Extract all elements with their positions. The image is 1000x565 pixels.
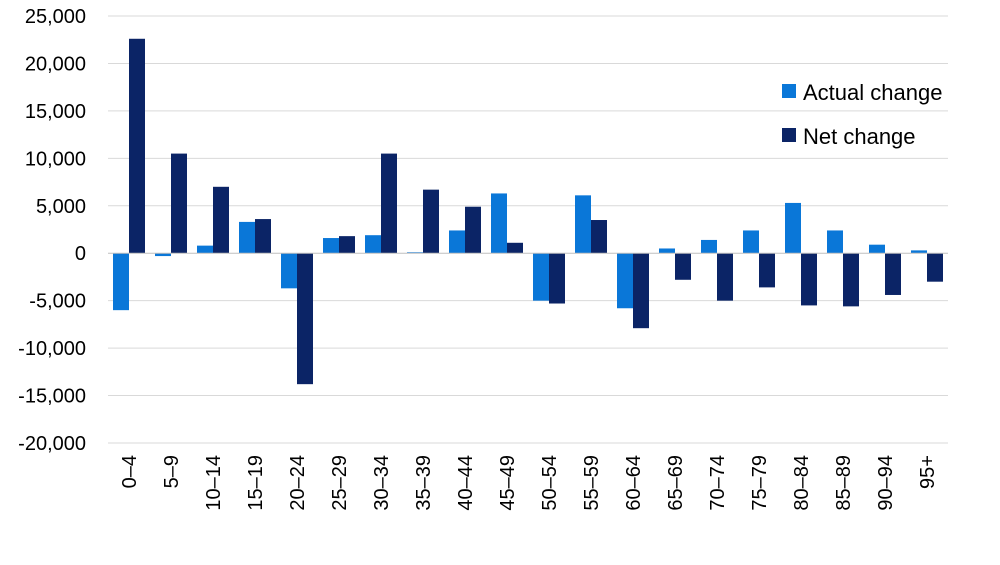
bar-net-change-1 — [171, 153, 187, 254]
bar-actual-change-6 — [365, 235, 381, 254]
x-tick-label: 70–74 — [707, 455, 729, 511]
bar-net-change-12 — [633, 253, 649, 329]
bar-actual-change-10 — [533, 253, 549, 301]
legend: Actual change Net change — [782, 80, 942, 149]
bar-actual-change-14 — [701, 239, 717, 254]
y-tick-label: -10,000 — [18, 338, 86, 360]
y-tick-label: 0 — [75, 243, 86, 265]
bar-net-change-19 — [927, 253, 943, 282]
y-tick-label: -20,000 — [18, 433, 86, 455]
bar-actual-change-2 — [197, 245, 213, 254]
bar-net-change-15 — [759, 253, 775, 288]
x-tick-label: 75–79 — [749, 455, 771, 511]
bar-actual-change-19 — [911, 250, 927, 254]
y-tick-label: -15,000 — [18, 386, 86, 408]
x-tick-label: 10–14 — [203, 455, 225, 511]
legend-swatch-actual-change — [782, 84, 796, 98]
x-tick-label: 60–64 — [623, 455, 645, 511]
x-tick-label: 85–89 — [833, 455, 855, 511]
bar-net-change-10 — [549, 253, 565, 304]
y-tick-label: 5,000 — [36, 196, 86, 218]
legend-swatch-net-change — [782, 128, 796, 142]
bar-actual-change-4 — [281, 253, 297, 289]
bar-actual-change-11 — [575, 195, 591, 254]
bar-actual-change-0 — [113, 253, 129, 311]
bar-net-change-17 — [843, 253, 859, 307]
bar-net-change-14 — [717, 253, 733, 301]
bar-net-change-5 — [339, 236, 355, 254]
bar-actual-change-3 — [239, 221, 255, 254]
bar-actual-change-5 — [323, 238, 339, 254]
bar-net-change-4 — [297, 253, 313, 385]
x-tick-label: 65–69 — [665, 455, 687, 511]
x-tick-label: 30–34 — [371, 455, 393, 511]
bar-net-change-8 — [465, 206, 481, 254]
bar-net-change-2 — [213, 186, 229, 254]
y-tick-label: 25,000 — [25, 6, 86, 28]
bar-net-change-3 — [255, 219, 271, 254]
legend-label-net-change: Net change — [803, 124, 916, 149]
gridlines — [108, 15, 948, 444]
y-tick-label: 15,000 — [25, 101, 86, 123]
x-tick-label: 40–44 — [455, 455, 477, 511]
bar-actual-change-12 — [617, 253, 633, 309]
x-tick-label: 0–4 — [119, 455, 141, 488]
x-tick-label: 20–24 — [287, 455, 309, 511]
y-tick-label: 10,000 — [25, 148, 86, 170]
x-tick-label: 35–39 — [413, 455, 435, 511]
bar-actual-change-17 — [827, 230, 843, 254]
bar-net-change-13 — [675, 253, 691, 280]
bar-net-change-9 — [507, 242, 523, 254]
bar-actual-change-18 — [869, 244, 885, 254]
x-tick-label: 90–94 — [875, 455, 897, 511]
bar-actual-change-16 — [785, 202, 801, 254]
y-axis-tick-labels: 25,000 20,000 15,000 10,000 5,000 0 -5,000 -10,… — [18, 6, 86, 455]
legend-label-actual-change: Actual change — [803, 80, 942, 105]
x-tick-label: 45–49 — [497, 455, 519, 511]
y-tick-label: -5,000 — [29, 291, 86, 313]
bar-actual-change-13 — [659, 248, 675, 254]
bar-actual-change-15 — [743, 230, 759, 254]
x-tick-label: 95+ — [917, 455, 939, 489]
bar-actual-change-9 — [491, 193, 507, 254]
bar-net-change-16 — [801, 253, 817, 306]
x-tick-label: 80–84 — [791, 455, 813, 511]
bar-actual-change-8 — [449, 230, 465, 254]
bar-net-change-18 — [885, 253, 901, 295]
x-tick-label: 55–59 — [581, 455, 603, 511]
x-tick-label: 15–19 — [245, 455, 267, 511]
bar-net-change-0 — [129, 38, 145, 254]
bar-actual-change-1 — [155, 253, 171, 257]
x-tick-label: 25–29 — [329, 455, 351, 511]
x-tick-label: 50–54 — [539, 455, 561, 511]
y-tick-label: 20,000 — [25, 53, 86, 75]
x-tick-label: 5–9 — [161, 455, 183, 488]
bars — [113, 38, 943, 385]
bar-net-change-7 — [423, 189, 439, 254]
bar-net-change-11 — [591, 220, 607, 254]
x-axis-tick-labels: 0–4 5–9 10–14 15–19 20–24 25–29 30–34 35–39 40–4… — [119, 455, 939, 511]
bar-net-change-6 — [381, 153, 397, 254]
